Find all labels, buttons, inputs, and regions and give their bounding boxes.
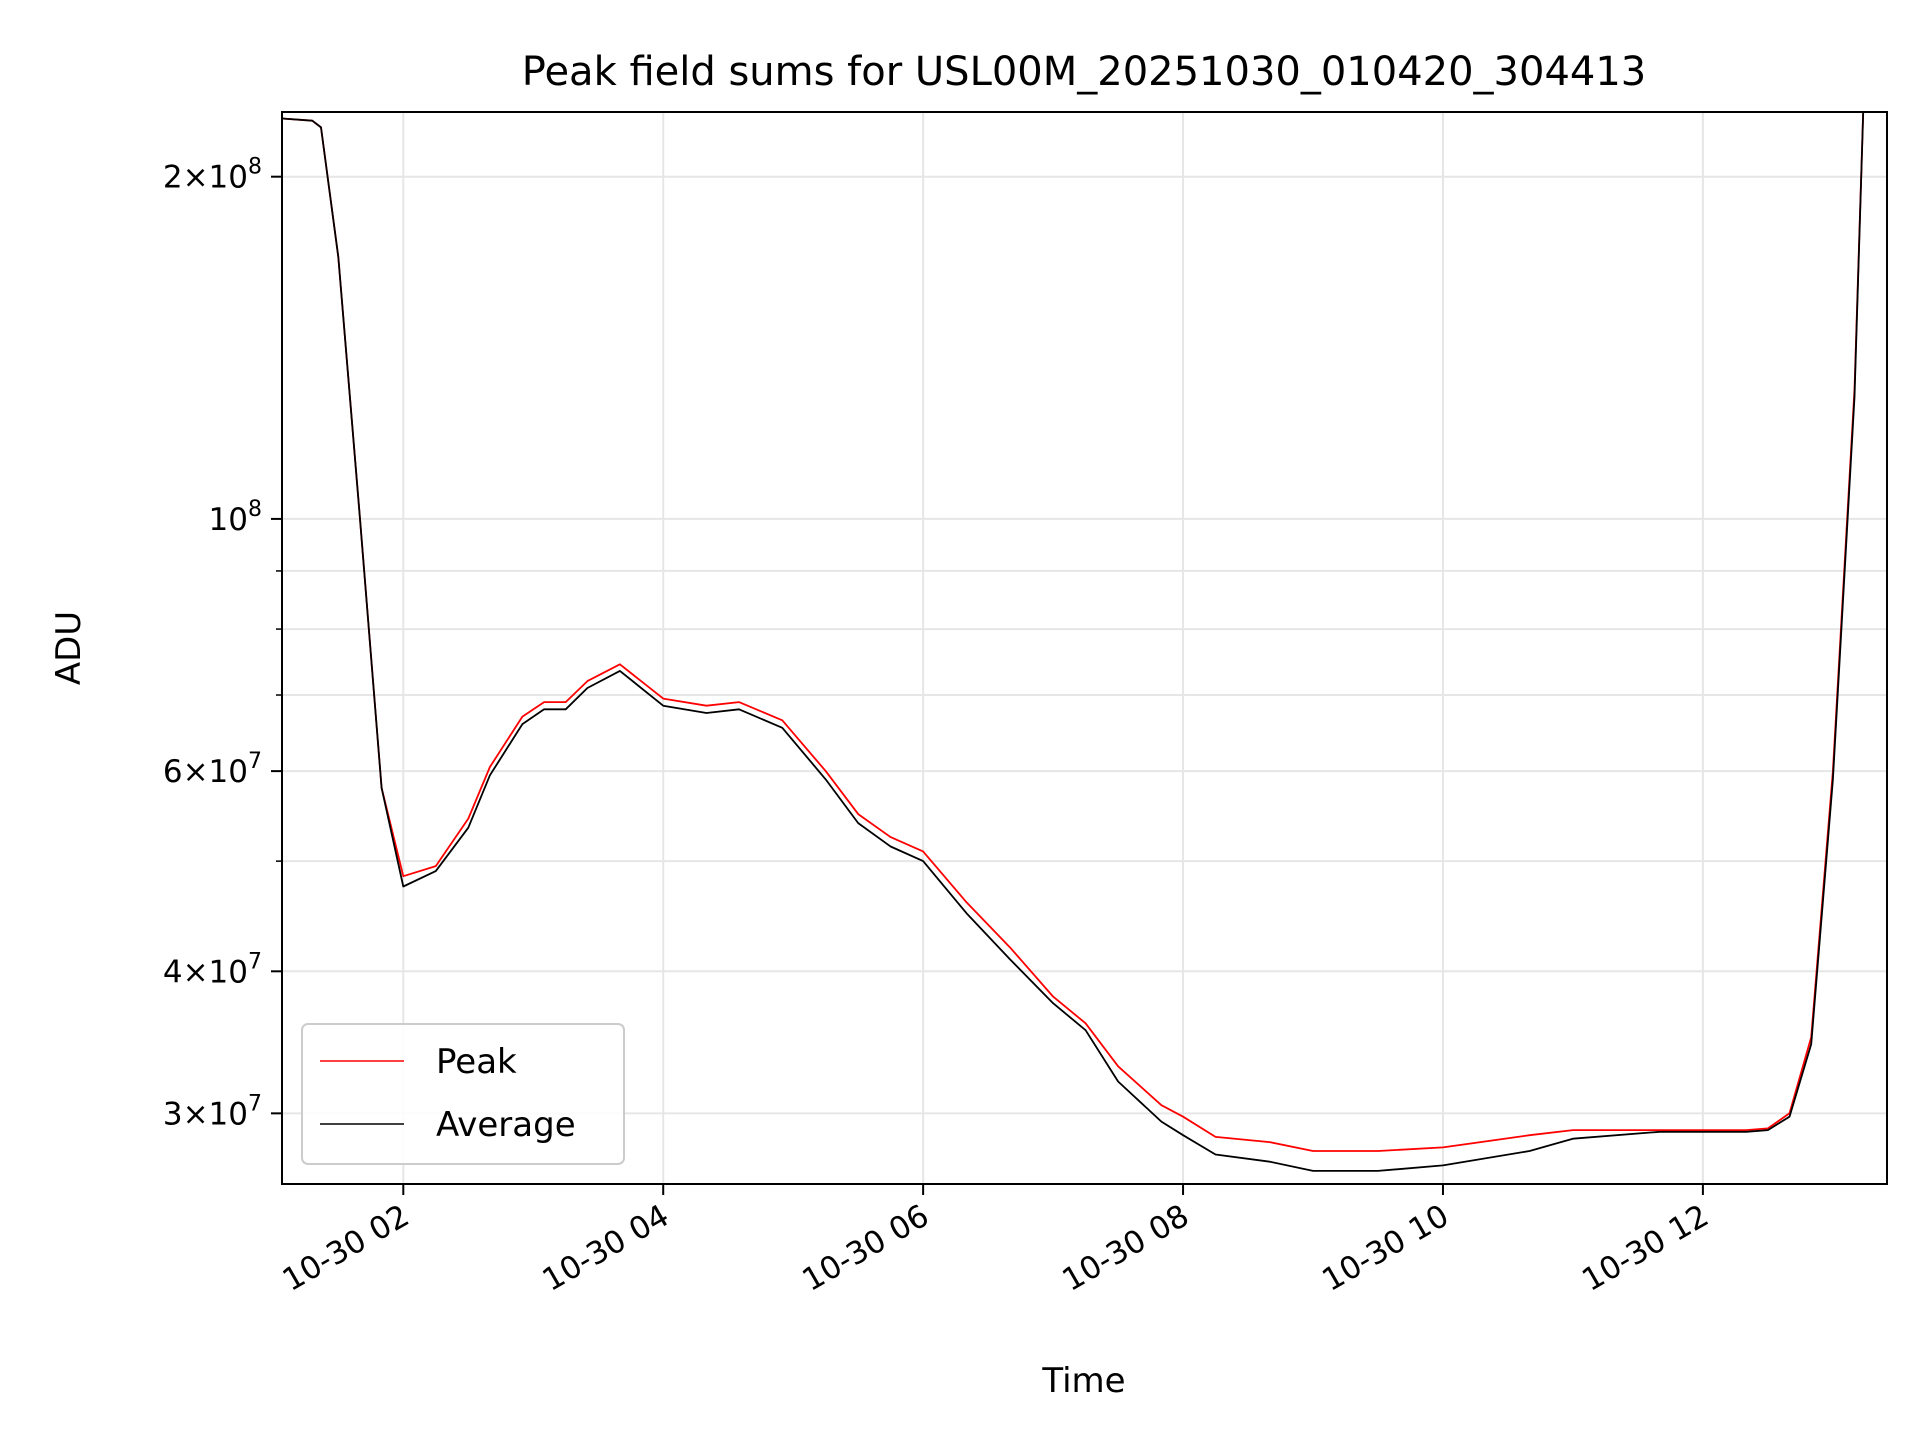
x-axis-label: Time — [1041, 1361, 1125, 1401]
y-tick-label: 6×107 — [163, 749, 262, 790]
y-tick-label: 3×107 — [163, 1091, 262, 1132]
y-axis-label: ADU — [49, 611, 89, 685]
grid — [282, 112, 1887, 1184]
series-lines — [282, 112, 1887, 1172]
legend-box — [301, 1023, 625, 1165]
legend-peak-label: Peak — [436, 1042, 517, 1082]
y-tick-label: 4×107 — [163, 949, 262, 990]
y-tick-label: 108 — [209, 497, 262, 538]
y-tick-label: 2×108 — [163, 155, 262, 196]
plot-frame — [281, 111, 1888, 1185]
chart-title: Peak field sums for USL00M_20251030_0104… — [522, 49, 1647, 95]
legend-average-label: Average — [436, 1105, 576, 1145]
series-line-peak — [282, 112, 1887, 1152]
series-line-average — [282, 112, 1887, 1172]
legend: Peak Average — [301, 1023, 625, 1165]
